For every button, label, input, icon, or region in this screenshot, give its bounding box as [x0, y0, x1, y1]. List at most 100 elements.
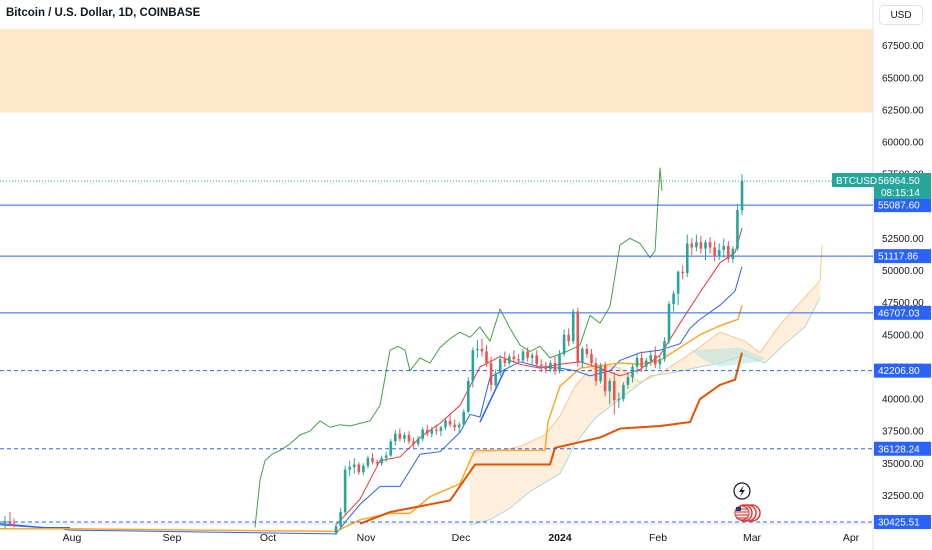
level-label-bg	[874, 515, 931, 530]
time-axis: Aug Sep Oct Nov Dec 2024 Feb Mar Apr	[63, 532, 860, 544]
candle-body	[384, 455, 388, 459]
candle-body	[717, 249, 721, 257]
candle-body	[640, 357, 643, 367]
candle-body	[681, 271, 684, 274]
level-label-bg	[874, 441, 931, 456]
ichimoku-cloud-bull	[690, 347, 765, 367]
candle-body	[594, 363, 598, 382]
candle-body	[466, 381, 470, 412]
candle-body	[343, 469, 347, 513]
candle-body	[590, 354, 593, 364]
candle-body	[421, 429, 424, 439]
candle-body	[380, 458, 383, 464]
candle-body	[339, 512, 342, 527]
level-label: 42206.80	[878, 366, 920, 377]
ichimoku-indicator	[0, 167, 873, 535]
level-label: 30425.51	[878, 518, 920, 529]
y-tick-label: 62500.00	[882, 105, 924, 116]
y-tick-label: 45000.00	[882, 330, 924, 341]
candle-body	[462, 411, 466, 425]
candle-body	[649, 355, 653, 361]
tenkan-sen	[0, 266, 743, 535]
candle-body	[3, 521, 7, 525]
candle-body	[722, 246, 726, 250]
candle-body	[672, 293, 675, 304]
candle-body	[731, 248, 735, 259]
candle-body	[398, 433, 402, 439]
senkou-span-a	[469, 244, 823, 454]
candle-body	[690, 243, 694, 248]
event-markers	[733, 482, 761, 522]
candle-body	[480, 348, 484, 352]
candle-body	[727, 246, 730, 259]
lightning-glyph	[739, 485, 745, 497]
level-label: 51117.86	[878, 252, 919, 263]
x-tick-label: 2024	[548, 532, 572, 544]
y-tick-label: 35000.00	[882, 459, 924, 470]
level-label-bg	[874, 363, 931, 378]
candle-body	[508, 356, 511, 364]
candle-body	[389, 441, 393, 456]
candlestick-series	[3, 174, 744, 536]
candle-body	[403, 434, 406, 439]
level-label: 46707.03	[878, 308, 920, 319]
countdown-label: 08:15:14	[881, 188, 920, 199]
candle-body	[457, 424, 461, 428]
candle-body	[494, 373, 497, 385]
candle-body	[581, 348, 584, 364]
candle-body	[603, 365, 607, 392]
candle-body	[485, 351, 488, 364]
candle-body	[695, 242, 698, 248]
x-tick-label: Dec	[452, 532, 471, 544]
y-tick-label: 50000.00	[882, 266, 924, 277]
candle-body	[334, 526, 338, 533]
candle-body	[530, 355, 534, 358]
candle-body	[736, 210, 739, 249]
candle-body	[517, 359, 520, 361]
candle-body	[685, 243, 689, 274]
candle-body	[512, 356, 516, 360]
candle-body	[362, 465, 365, 473]
price-labels: 55087.60 51117.86 46707.03 42206.80 36128.24…	[832, 173, 931, 530]
candle-body	[435, 429, 438, 432]
currency-selector[interactable]: USD	[879, 5, 923, 25]
candle-body	[471, 350, 475, 382]
candle-body	[539, 364, 543, 366]
ichimoku-cloud	[470, 244, 822, 525]
candle-body	[439, 427, 443, 432]
candle-body	[535, 355, 539, 365]
y-tick-label: 47500.00	[882, 298, 924, 309]
candle-body	[448, 420, 452, 425]
x-tick-label: Feb	[649, 532, 667, 544]
candle-body	[407, 434, 411, 442]
symbol-label: BTCUSD	[836, 176, 877, 187]
candle-body	[558, 354, 561, 371]
level-label: 36128.24	[878, 444, 920, 455]
x-tick-label: Apr	[843, 532, 860, 544]
candle-body	[521, 351, 525, 361]
candle-body	[667, 303, 671, 342]
candle-body	[567, 334, 570, 342]
candle-body	[394, 433, 397, 442]
candle-body	[453, 424, 456, 428]
flag-canton	[736, 507, 741, 511]
candle-body	[498, 359, 502, 374]
candle-body	[571, 311, 575, 342]
candle-body	[599, 365, 602, 382]
candle-body	[658, 359, 662, 365]
candle-body	[352, 464, 356, 468]
candle-body	[644, 360, 648, 367]
kijun-sen	[0, 304, 743, 533]
candle-body	[503, 359, 507, 364]
candle-body	[626, 377, 630, 385]
candle-body	[416, 438, 420, 444]
candle-body	[12, 523, 16, 527]
x-tick-label: Mar	[743, 532, 762, 544]
candle-body	[585, 348, 589, 355]
candle-body	[375, 461, 379, 464]
price-label-bg	[874, 173, 931, 200]
candle-body	[740, 181, 744, 211]
candle-body	[631, 366, 634, 378]
candle-body	[348, 467, 351, 470]
